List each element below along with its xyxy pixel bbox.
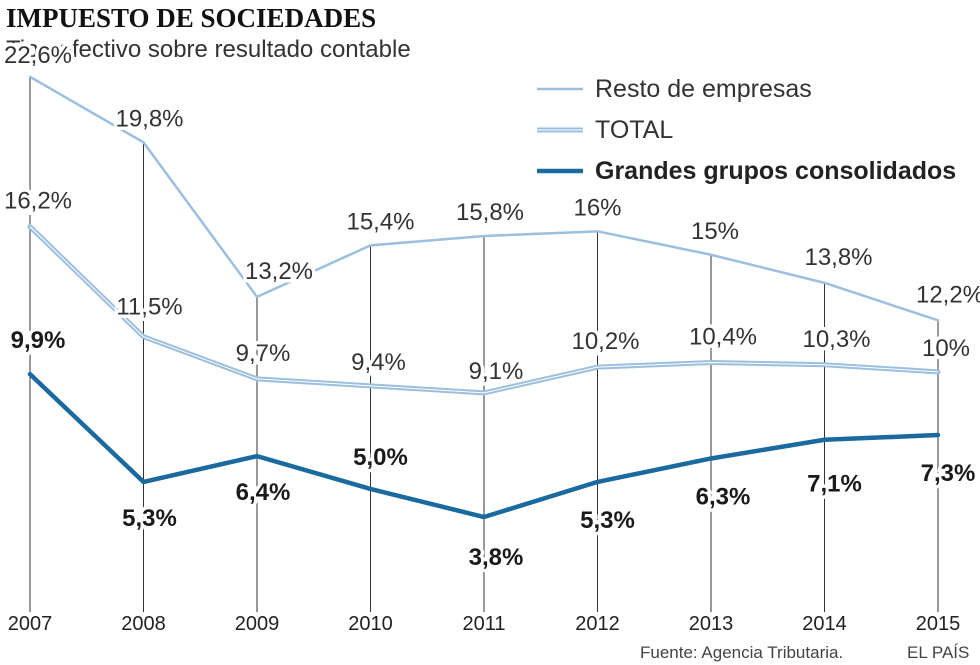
data-label-grandes: 6,3% <box>696 483 751 510</box>
data-label-resto: 13,2% <box>245 258 313 285</box>
data-label-resto: 13,8% <box>804 244 872 271</box>
x-tick-label: 2015 <box>916 613 961 635</box>
data-label-grandes: 5,3% <box>580 507 635 534</box>
x-tick-label: 2007 <box>8 613 53 635</box>
data-label-grandes: 3,8% <box>469 544 524 571</box>
series-line-resto <box>28 75 940 322</box>
x-axis-ticks: 2007 2008 2009 2010 2011 2012 2013 2014 2015 <box>8 613 961 635</box>
x-tick-label: 2010 <box>348 613 393 635</box>
x-tick-label: 2012 <box>575 613 620 635</box>
data-labels: 22,6% 19,8% 13,2% 15,4% 15,8% 16% 15% 13,8% 12,2… <box>0 38 980 574</box>
data-label-grandes: 5,0% <box>353 444 408 471</box>
data-label-grandes: 7,1% <box>807 471 862 498</box>
legend: Resto de empresas TOTAL Grandes grupos c… <box>537 75 956 185</box>
x-tick-label: 2013 <box>689 613 734 635</box>
x-tick-label: 2011 <box>462 613 505 635</box>
data-label-total: 9,1% <box>469 358 524 385</box>
data-label-grandes: 5,3% <box>122 505 177 532</box>
legend-label-total: TOTAL <box>595 116 673 144</box>
data-label-grandes: 7,3% <box>921 460 976 487</box>
data-label-total: 10,4% <box>689 323 757 350</box>
data-label-total: 10,2% <box>571 328 639 355</box>
data-label-total: 9,4% <box>351 349 406 376</box>
series-line-total-inner <box>29 226 939 394</box>
legend-label-grandes: Grandes grupos consolidados <box>595 157 956 185</box>
credit: EL PAÍS <box>907 643 969 662</box>
x-tick-label: 2008 <box>121 613 166 635</box>
data-label-resto: 15% <box>691 218 739 245</box>
x-tick-label: 2009 <box>235 613 280 635</box>
data-label-total: 9,7% <box>236 340 291 367</box>
data-label-resto: 15,8% <box>456 199 524 226</box>
data-label-total: 16,2% <box>4 188 72 215</box>
data-label-resto: 22,6% <box>4 42 72 69</box>
data-label-grandes: 6,4% <box>236 479 291 506</box>
data-label-total: 10% <box>922 335 970 362</box>
data-label-resto: 19,8% <box>115 105 183 132</box>
series-lines <box>27 75 941 520</box>
x-tick-label: 2014 <box>802 613 847 635</box>
data-label-total: 11,5% <box>116 294 182 321</box>
data-label-resto: 15,4% <box>346 208 414 235</box>
data-label-resto: 12,2% <box>916 281 980 308</box>
chart-subtitle: Tipo efectivo sobre resultado contable <box>6 36 411 63</box>
chart-title: IMPUESTO DE SOCIEDADES <box>6 3 376 33</box>
data-label-resto: 16% <box>573 194 621 221</box>
series-line-grandes <box>27 371 941 520</box>
data-label-grandes: 9,9% <box>11 327 66 354</box>
data-label-total: 10,3% <box>802 326 870 353</box>
legend-label-resto: Resto de empresas <box>595 75 812 103</box>
source-note: Fuente: Agencia Tributaria. <box>640 643 843 662</box>
